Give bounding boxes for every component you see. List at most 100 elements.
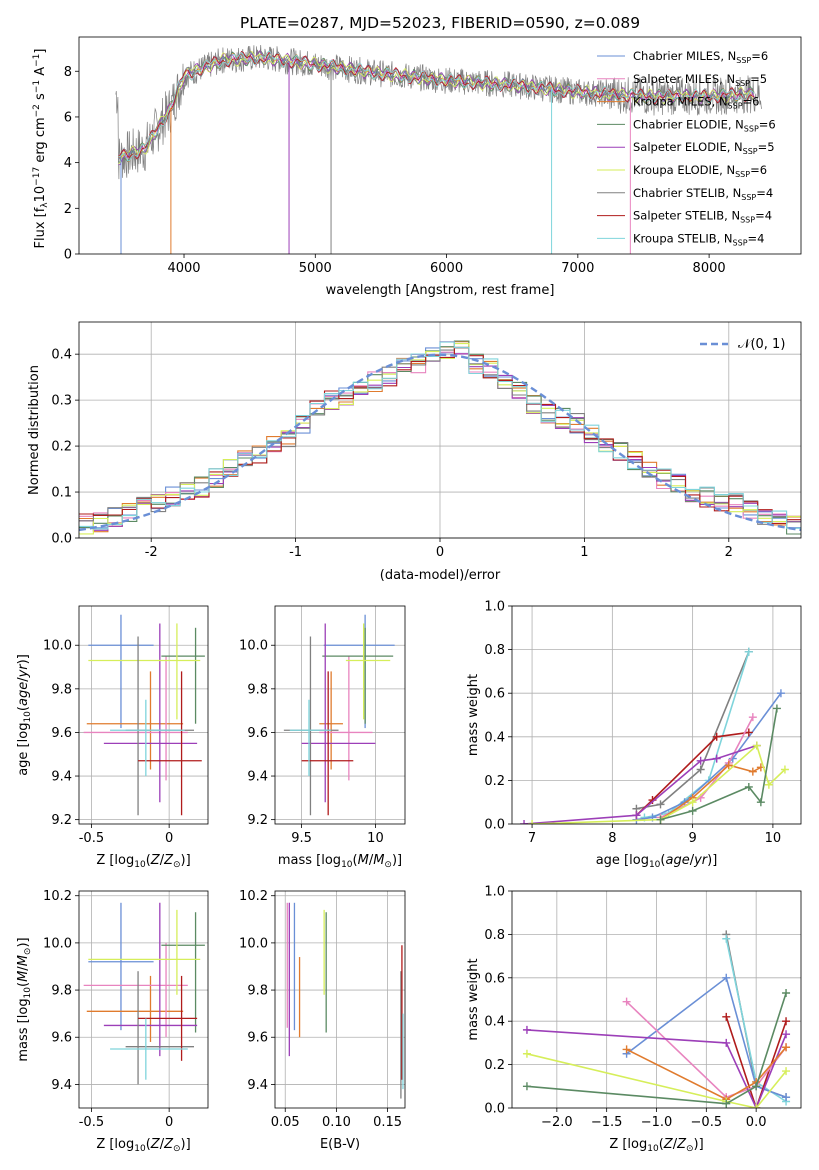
axes-frame bbox=[511, 890, 802, 1109]
legend-label: Chabrier MILES, NSSP=6 bbox=[633, 49, 768, 65]
x-tick-label: −2.0 bbox=[541, 1115, 573, 1130]
weight-marker bbox=[722, 1012, 731, 1021]
axes-frame bbox=[511, 605, 802, 825]
x-tick-label: 8000 bbox=[693, 261, 726, 276]
y-tick-label: 10.0 bbox=[43, 936, 72, 951]
plot-area bbox=[286, 902, 404, 1099]
plot-area bbox=[79, 340, 801, 535]
weight-marker bbox=[696, 765, 705, 774]
y-tick-label: 2 bbox=[64, 202, 72, 217]
normal-curve bbox=[79, 353, 801, 532]
y-tick-label: 0.2 bbox=[51, 440, 72, 455]
weight-marker bbox=[782, 1017, 791, 1026]
weight-marker bbox=[748, 713, 757, 722]
x-tick-label: 0.15 bbox=[373, 1115, 402, 1130]
weight-series-line bbox=[626, 1001, 787, 1099]
x-axis-label: Z [log10(Z/Z⊙)] bbox=[96, 1137, 190, 1154]
weight-marker bbox=[712, 754, 721, 763]
residuals-panel: -2 -1 0 1 2 0.0 0.1 0.2 0.3 0.4 (data-model)/error… bbox=[27, 321, 802, 583]
x-tick-label: 4000 bbox=[167, 261, 200, 276]
weight-marker bbox=[632, 811, 641, 820]
axes-frame bbox=[78, 605, 209, 825]
y-tick-label: 0.0 bbox=[51, 532, 72, 547]
y-tick-label: 0.3 bbox=[51, 394, 72, 409]
weight-marker bbox=[752, 1082, 761, 1091]
y-axis-label: age [log10(age/yr)] bbox=[16, 654, 33, 776]
weight-marker bbox=[764, 780, 773, 789]
weight-marker bbox=[520, 820, 529, 824]
y-tick-label: 9.6 bbox=[247, 726, 268, 741]
x-axis-label: Z [log10(Z/Z⊙)] bbox=[609, 1137, 703, 1154]
y-tick-label: 8 bbox=[64, 65, 72, 80]
y-tick-label: 10.2 bbox=[239, 889, 268, 904]
x-tick-label: 0 bbox=[436, 545, 444, 560]
y-tick-label: 9.6 bbox=[51, 726, 72, 741]
weight-marker bbox=[528, 820, 537, 824]
weight-series-line bbox=[626, 1046, 787, 1101]
y-tick-label: 0.6 bbox=[484, 687, 505, 702]
weight-marker bbox=[776, 689, 785, 698]
x-tick-label: 7 bbox=[528, 831, 536, 846]
x-tick-label: -2 bbox=[145, 545, 158, 560]
x-tick-label: −1.0 bbox=[641, 1115, 673, 1130]
weight-marker bbox=[744, 647, 753, 656]
axes-frame bbox=[274, 890, 406, 1109]
y-tick-label: 1.0 bbox=[484, 600, 505, 615]
weight-marker bbox=[722, 973, 731, 982]
weight-vs-metallicity-panel: −2.0 −1.5 −1.0 −0.5 0.0 0.0 0.2 0.4 0.6 0.8 1.0 Z [… bbox=[466, 885, 802, 1154]
y-tick-label: 0.2 bbox=[484, 774, 505, 789]
weight-marker bbox=[744, 728, 753, 737]
y-tick-label: 10.0 bbox=[239, 639, 268, 654]
y-axis-label: mass weight bbox=[466, 674, 481, 756]
age-vs-metallicity-panel: -0.5 0 9.2 9.4 9.6 9.8 10.0 Z [log10(Z/Z⊙)] age … bbox=[16, 605, 209, 870]
axes-frame bbox=[274, 605, 406, 825]
weight-marker bbox=[744, 782, 753, 791]
y-tick-label: 4 bbox=[64, 156, 72, 171]
y-tick-label: 10.0 bbox=[43, 639, 72, 654]
weight-marker bbox=[782, 988, 791, 997]
weight-marker bbox=[696, 756, 705, 765]
x-tick-label: 0.0 bbox=[746, 1115, 767, 1130]
weight-marker bbox=[782, 1067, 791, 1076]
x-tick-label: 9 bbox=[688, 831, 696, 846]
x-axis-label: E(B-V) bbox=[320, 1137, 360, 1152]
weight-marker bbox=[756, 798, 765, 807]
weight-marker bbox=[656, 815, 665, 824]
x-tick-label: -0.5 bbox=[79, 1115, 104, 1130]
weight-marker bbox=[722, 1099, 731, 1108]
legend-label: Chabrier ELODIE, NSSP=6 bbox=[633, 117, 776, 133]
figure-title: PLATE=0287, MJD=52023, FIBERID=0590, z=0… bbox=[240, 14, 640, 32]
model-spectrum-line bbox=[118, 50, 755, 161]
y-tick-label: 9.4 bbox=[247, 770, 268, 785]
weight-series-line bbox=[526, 1053, 787, 1108]
y-tick-label: 9.8 bbox=[51, 984, 72, 999]
y-tick-label: 0.4 bbox=[484, 1015, 505, 1030]
mass-vs-ebv-panel: 0.05 0.10 0.15 9.4 9.6 9.8 10.0 10.2 E(B-V) bbox=[239, 889, 406, 1152]
x-tick-label: 10 bbox=[765, 831, 782, 846]
x-tick-label: 0.10 bbox=[322, 1115, 351, 1130]
y-tick-label: 9.8 bbox=[51, 682, 72, 697]
x-tick-label: 1 bbox=[580, 545, 588, 560]
y-tick-label: 1.0 bbox=[484, 885, 505, 900]
axes-frame bbox=[78, 890, 209, 1109]
plot-area bbox=[522, 930, 791, 1108]
model-spectrum-line bbox=[118, 50, 755, 160]
weight-marker bbox=[780, 765, 789, 774]
histogram-step bbox=[79, 341, 801, 530]
data-spectrum-line bbox=[115, 44, 762, 180]
weight-marker bbox=[772, 704, 781, 713]
weight-marker bbox=[688, 798, 697, 807]
legend-label: Kroupa ELODIE, NSSP=6 bbox=[633, 163, 767, 179]
legend-label: Salpeter STELIB, NSSP=4 bbox=[633, 209, 772, 225]
x-axis-label: Z [log10(Z/Z⊙)] bbox=[96, 853, 190, 870]
model-spectrum-line bbox=[118, 50, 755, 162]
y-tick-label: 0 bbox=[64, 248, 72, 263]
plot-area bbox=[83, 902, 205, 1085]
x-axis-label: (data-model)/error bbox=[380, 568, 501, 583]
weight-series-line bbox=[636, 651, 750, 810]
y-tick-label: 9.2 bbox=[51, 813, 72, 828]
model-spectrum-line bbox=[118, 50, 755, 165]
legend-label: 𝒩(0, 1) bbox=[738, 337, 785, 352]
y-tick-label: 9.4 bbox=[51, 1078, 72, 1093]
weight-marker bbox=[724, 761, 733, 770]
